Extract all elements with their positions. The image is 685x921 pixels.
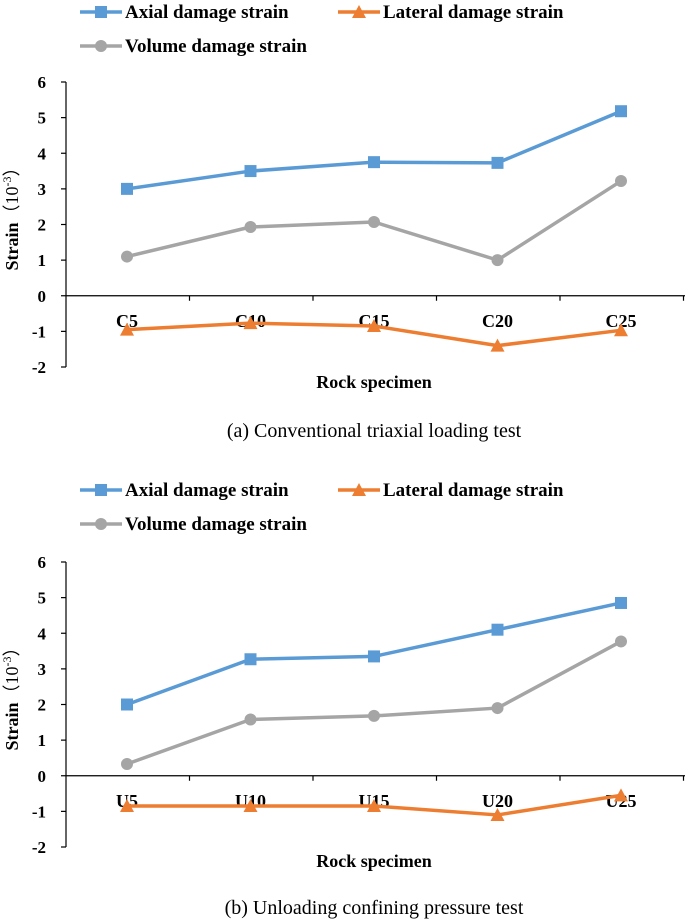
y-axis-title: Strain（10-3） (0, 638, 22, 750)
data-point (120, 799, 134, 813)
y-tick-label: -1 (32, 322, 46, 341)
x-tick-label: U20 (482, 791, 513, 811)
y-tick-label: 4 (38, 144, 47, 163)
legend-label: Lateral damage strain (383, 2, 564, 23)
data-point (490, 807, 505, 821)
y-axis-title-close: ） (2, 638, 22, 656)
legend-marker (352, 483, 366, 496)
data-point (121, 250, 133, 263)
legend-marker (352, 5, 366, 18)
chart-panel-a: Axial damage strain Lateral damage strain… (0, 2, 685, 442)
data-point (368, 156, 380, 169)
data-point (615, 175, 627, 188)
x-tick-label: C25 (606, 311, 637, 331)
x-tick-label: C5 (116, 311, 138, 331)
legend-item: Volume damage strain (80, 36, 307, 57)
legend-label: Axial damage strain (125, 480, 289, 501)
data-point (491, 623, 504, 636)
y-axis-title-exponent: -3 (0, 176, 14, 186)
x-axis-title: Rock specimen (316, 372, 432, 392)
y-tick-label: 3 (38, 660, 47, 679)
data-point (491, 156, 504, 169)
data-point (615, 635, 627, 648)
series-line (126, 109, 622, 191)
data-point (614, 323, 628, 337)
data-point (120, 322, 134, 336)
y-axis-title-close: ） (2, 158, 22, 176)
legend-label: Volume damage strain (125, 514, 307, 535)
series-axial-damage-strain (121, 596, 627, 711)
y-tick-label: 3 (38, 180, 47, 199)
data-point (368, 216, 380, 229)
series-volume-damage-strain (121, 635, 627, 770)
y-tick-label: 2 (38, 696, 47, 715)
series-lateral-damage-strain (120, 316, 628, 352)
data-point (615, 596, 627, 609)
data-point (367, 799, 381, 813)
legend-label: Volume damage strain (125, 36, 307, 57)
y-tick-label: 1 (38, 731, 47, 750)
data-point (244, 653, 257, 666)
y-tick-label: 6 (38, 553, 47, 572)
data-point (244, 220, 257, 233)
x-axis-title: Rock specimen (316, 851, 432, 871)
data-point (244, 165, 257, 178)
legend-marker (95, 40, 107, 52)
series-axial-damage-strain (121, 105, 627, 195)
y-axis-title-unit: （10 (2, 666, 22, 702)
data-point (367, 319, 381, 333)
x-tick-label: C20 (482, 311, 513, 331)
chart-panel-b: Axial damage strain Lateral damage strain… (0, 480, 685, 919)
legend-label: Axial damage strain (125, 2, 289, 23)
series-volume-damage-strain (121, 175, 627, 267)
y-axis-title-main: Strain (2, 222, 22, 270)
legend-item: Axial damage strain (80, 480, 289, 501)
y-axis-title-unit: （10 (2, 186, 22, 222)
data-point (615, 105, 627, 118)
data-point (491, 254, 504, 267)
data-point (368, 650, 380, 663)
legend-marker (95, 484, 107, 496)
y-axis-title: Strain（10-3） (0, 158, 22, 270)
legend-marker (95, 6, 107, 18)
data-point (368, 709, 380, 722)
legend-item: Lateral damage strain (338, 480, 564, 501)
figure-caption: (a) Conventional triaxial loading test (227, 420, 522, 442)
figure-caption: (b) Unloading confining pressure test (225, 897, 524, 919)
y-tick-label: 6 (38, 73, 47, 92)
legend: Axial damage strain Lateral damage strain… (80, 480, 564, 535)
series-lateral-damage-strain (120, 788, 628, 821)
y-axis-title-main: Strain (2, 702, 22, 750)
legend-label: Lateral damage strain (383, 480, 564, 501)
data-point (121, 757, 133, 770)
data-point (490, 338, 505, 352)
y-tick-label: -1 (32, 802, 46, 821)
data-point (243, 316, 258, 330)
y-tick-label: -2 (32, 358, 46, 377)
data-point (614, 788, 628, 802)
data-point (121, 698, 133, 711)
legend-item: Axial damage strain (80, 2, 289, 23)
data-point (244, 713, 257, 726)
legend-item: Lateral damage strain (338, 2, 564, 23)
y-tick-label: 4 (38, 624, 47, 643)
y-tick-label: 5 (38, 589, 47, 608)
y-tick-label: 1 (38, 251, 47, 270)
y-axis-title-exponent: -3 (0, 656, 14, 666)
y-tick-label: -2 (32, 838, 46, 857)
y-tick-label: 5 (38, 109, 47, 128)
y-tick-label: 0 (38, 767, 47, 786)
y-tick-label: 2 (38, 216, 47, 235)
data-point (243, 799, 258, 813)
legend: Axial damage strain Lateral damage strain… (80, 2, 564, 57)
legend-marker (95, 518, 107, 530)
legend-item: Volume damage strain (80, 514, 307, 535)
data-point (121, 182, 133, 195)
y-tick-label: 0 (38, 287, 47, 306)
data-point (491, 702, 504, 715)
